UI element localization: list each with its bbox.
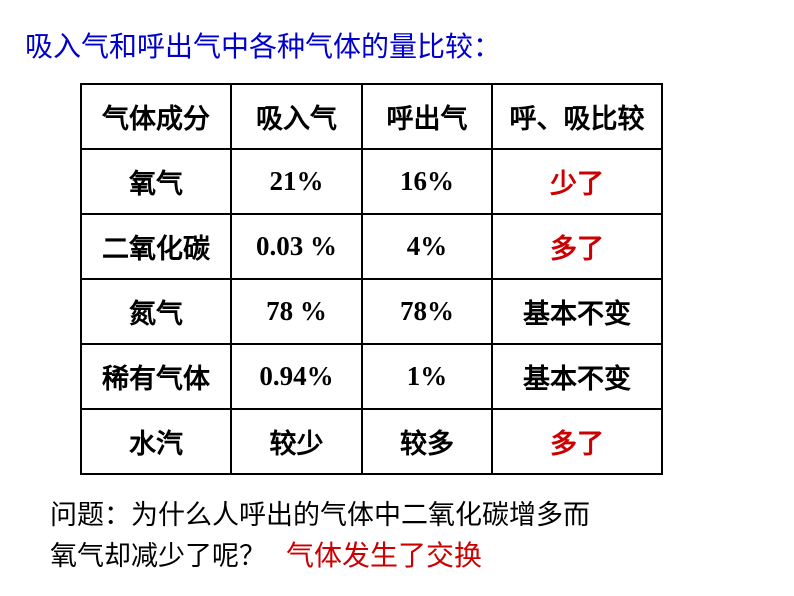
question-line-2-row: 氧气却减少了呢？ 气体发生了交换 xyxy=(50,536,769,578)
cell-gas: 稀有气体 xyxy=(81,344,231,409)
cell-inhale: 较少 xyxy=(231,409,362,474)
cell-compare: 多了 xyxy=(492,409,662,474)
cell-inhale: 0.03 % xyxy=(231,214,362,279)
cell-exhale: 较多 xyxy=(362,409,492,474)
table-row: 二氧化碳0.03 %4%多了 xyxy=(81,214,662,279)
cell-exhale: 1% xyxy=(362,344,492,409)
cell-exhale: 4% xyxy=(362,214,492,279)
table-body: 氧气21%16%少了二氧化碳0.03 %4%多了氮气78 %78%基本不变稀有气… xyxy=(81,149,662,474)
cell-inhale: 78 % xyxy=(231,279,362,344)
page-title: 吸入气和呼出气中各种气体的量比较： xyxy=(25,25,769,65)
table-row: 氧气21%16%少了 xyxy=(81,149,662,214)
cell-gas: 二氧化碳 xyxy=(81,214,231,279)
cell-exhale: 16% xyxy=(362,149,492,214)
table-row: 稀有气体0.94%1%基本不变 xyxy=(81,344,662,409)
cell-gas: 氧气 xyxy=(81,149,231,214)
col-header-inhale: 吸入气 xyxy=(231,84,362,149)
table-row: 氮气78 %78%基本不变 xyxy=(81,279,662,344)
col-header-exhale: 呼出气 xyxy=(362,84,492,149)
col-header-gas: 气体成分 xyxy=(81,84,231,149)
cell-compare: 基本不变 xyxy=(492,344,662,409)
cell-gas: 氮气 xyxy=(81,279,231,344)
col-header-compare: 呼、吸比较 xyxy=(492,84,662,149)
table-row: 水汽较少较多多了 xyxy=(81,409,662,474)
question-section: 问题：为什么人呼出的气体中二氧化碳增多而 氧气却减少了呢？ 气体发生了交换 xyxy=(50,495,769,578)
question-line-2: 氧气却减少了呢？ xyxy=(50,536,266,577)
cell-compare: 基本不变 xyxy=(492,279,662,344)
question-line-1: 问题：为什么人呼出的气体中二氧化碳增多而 xyxy=(50,495,769,536)
answer-text: 气体发生了交换 xyxy=(286,536,482,578)
cell-compare: 少了 xyxy=(492,149,662,214)
cell-exhale: 78% xyxy=(362,279,492,344)
table-header-row: 气体成分 吸入气 呼出气 呼、吸比较 xyxy=(81,84,662,149)
cell-gas: 水汽 xyxy=(81,409,231,474)
cell-compare: 多了 xyxy=(492,214,662,279)
gas-comparison-table: 气体成分 吸入气 呼出气 呼、吸比较 氧气21%16%少了二氧化碳0.03 %4… xyxy=(80,83,663,475)
cell-inhale: 0.94% xyxy=(231,344,362,409)
cell-inhale: 21% xyxy=(231,149,362,214)
